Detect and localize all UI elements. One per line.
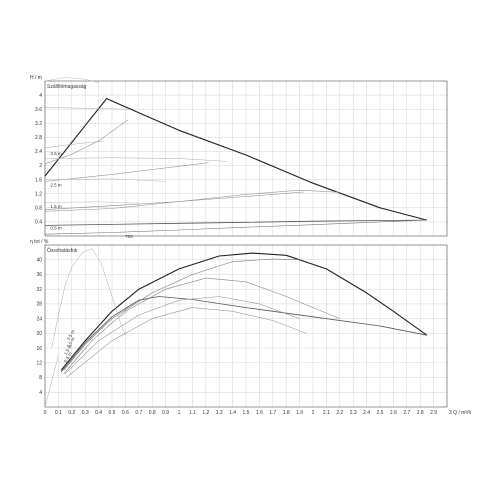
head-curve-label: 0.5 m bbox=[50, 226, 62, 231]
eff-x-tick: 0 bbox=[44, 410, 47, 416]
head-y-tick: 4 bbox=[39, 93, 42, 99]
head-series-line bbox=[44, 107, 129, 110]
head-series-line bbox=[44, 157, 226, 162]
eff-curve-label: 3.5 m bbox=[66, 329, 76, 341]
head-y-tick: 3.2 bbox=[35, 121, 42, 127]
head-series-line bbox=[44, 191, 304, 210]
eff-y-tick: 20 bbox=[36, 331, 42, 337]
eff-x-tick: 0.2 bbox=[68, 410, 75, 416]
head-series-line bbox=[44, 178, 166, 182]
eff-x-tick: 0.1 bbox=[55, 410, 62, 416]
eff-x-tick: 0.4 bbox=[95, 410, 102, 416]
head-series-line bbox=[44, 201, 139, 204]
eff-x-tick: 1.6 bbox=[256, 410, 263, 416]
head-series-line bbox=[44, 219, 427, 235]
eff-x-tick: 1.2 bbox=[202, 410, 209, 416]
eff-x-tick: 1.5 bbox=[243, 410, 250, 416]
head-curve-label: 3.5 m bbox=[50, 151, 62, 156]
head-title: Szállítómagasság bbox=[47, 84, 87, 90]
eff-x-tick: 2.4 bbox=[363, 410, 370, 416]
head-series-line bbox=[44, 219, 427, 226]
eff-curve-label: 0.5 m bbox=[63, 351, 73, 363]
eff-x-tick: 1 bbox=[178, 410, 181, 416]
eff-series-line bbox=[51, 248, 126, 349]
head-series-line bbox=[44, 119, 129, 165]
eff-title: Összhatásfok bbox=[47, 247, 78, 254]
eff-x-tick: 2 bbox=[312, 410, 315, 416]
eff-y-tick: 40 bbox=[36, 257, 42, 263]
eff-x-tick: 1.1 bbox=[189, 410, 196, 416]
eff-series-line bbox=[63, 258, 300, 371]
eff-x-tick: 2.2 bbox=[336, 410, 343, 416]
head-y-tick: 0.8 bbox=[35, 206, 42, 212]
head-y-tick: 1.2 bbox=[35, 191, 42, 197]
head-series-line bbox=[44, 98, 428, 221]
eff-x-tick: 1.4 bbox=[229, 410, 236, 416]
eff-x-tick: 2.3 bbox=[350, 410, 357, 416]
eff-x-tick: 1.3 bbox=[216, 410, 223, 416]
eff-x-tick: 0.8 bbox=[149, 410, 156, 416]
eff-y-tick: 12 bbox=[36, 361, 42, 367]
eff-x-tick: 1.7 bbox=[269, 410, 276, 416]
eff-curve-label: 2.5 m bbox=[66, 336, 76, 348]
head-series-line bbox=[44, 77, 99, 84]
eff-y-tick: 28 bbox=[36, 302, 42, 308]
head-y-tick: 2.8 bbox=[35, 135, 42, 141]
eff-x-tick: 0.7 bbox=[135, 410, 142, 416]
head-curve-label: 1.5 m bbox=[50, 204, 62, 209]
head-series-line bbox=[44, 162, 209, 182]
eff-y-tick: 4 bbox=[39, 390, 42, 396]
eff-x-tick: 1.9 bbox=[296, 410, 303, 416]
eff-series-line bbox=[60, 252, 428, 371]
eff-x-tick: 0.6 bbox=[122, 410, 129, 416]
eff-x-tick: 0.9 bbox=[162, 410, 169, 416]
head-plot: 0.4 0.8 1.2 1.6 2 2.4 2.8 3.2 3.6 4 Szállítómagass… bbox=[30, 75, 448, 239]
head-ylabel: H / m bbox=[30, 75, 42, 81]
eff-x-tick: 2.5 bbox=[377, 410, 384, 416]
head-curve-label: 2.5 m bbox=[50, 183, 62, 188]
eff-x-tick: 2.8 bbox=[417, 410, 424, 416]
eff-series-line bbox=[64, 296, 300, 375]
eff-curve-label: 1.5 m bbox=[63, 343, 73, 355]
eff-y-tick: 36 bbox=[36, 272, 42, 278]
eff-x-tick: 2.6 bbox=[390, 410, 397, 416]
head-series-line bbox=[44, 140, 105, 149]
head-y-tick: 3.6 bbox=[35, 107, 42, 113]
eff-xlabel: 3 Q / m³/h bbox=[449, 410, 471, 416]
eff-x-tick: 0.3 bbox=[82, 410, 89, 416]
eff-x-tick: 2.7 bbox=[403, 410, 410, 416]
eff-series-line bbox=[44, 355, 59, 408]
eff-y-tick: 8 bbox=[39, 375, 42, 381]
eff-y-tick: 16 bbox=[36, 346, 42, 352]
eff-y-tick: 32 bbox=[36, 287, 42, 293]
head-series-line bbox=[44, 189, 340, 212]
head-annotation: 700 bbox=[125, 234, 133, 239]
eff-x-tick: 0.5 bbox=[109, 410, 116, 416]
head-y-tick: 0.4 bbox=[35, 220, 42, 226]
eff-series-line bbox=[66, 307, 307, 378]
head-y-tick: 2.4 bbox=[35, 149, 42, 155]
eff-y-tick: 24 bbox=[36, 316, 42, 322]
eff-series-line bbox=[60, 296, 427, 373]
eff-ylabel: η tot / % bbox=[30, 239, 49, 245]
eff-frame bbox=[44, 244, 448, 408]
eff-x-tick: 2.9 bbox=[430, 410, 437, 416]
head-y-tick: 2 bbox=[39, 163, 42, 169]
eff-series-line bbox=[71, 311, 129, 363]
eff-x-tick: 2.1 bbox=[323, 410, 330, 416]
eff-series-line bbox=[63, 277, 340, 375]
eff-x-tick: 1.8 bbox=[283, 410, 290, 416]
head-y-tick: 1.6 bbox=[35, 177, 42, 183]
